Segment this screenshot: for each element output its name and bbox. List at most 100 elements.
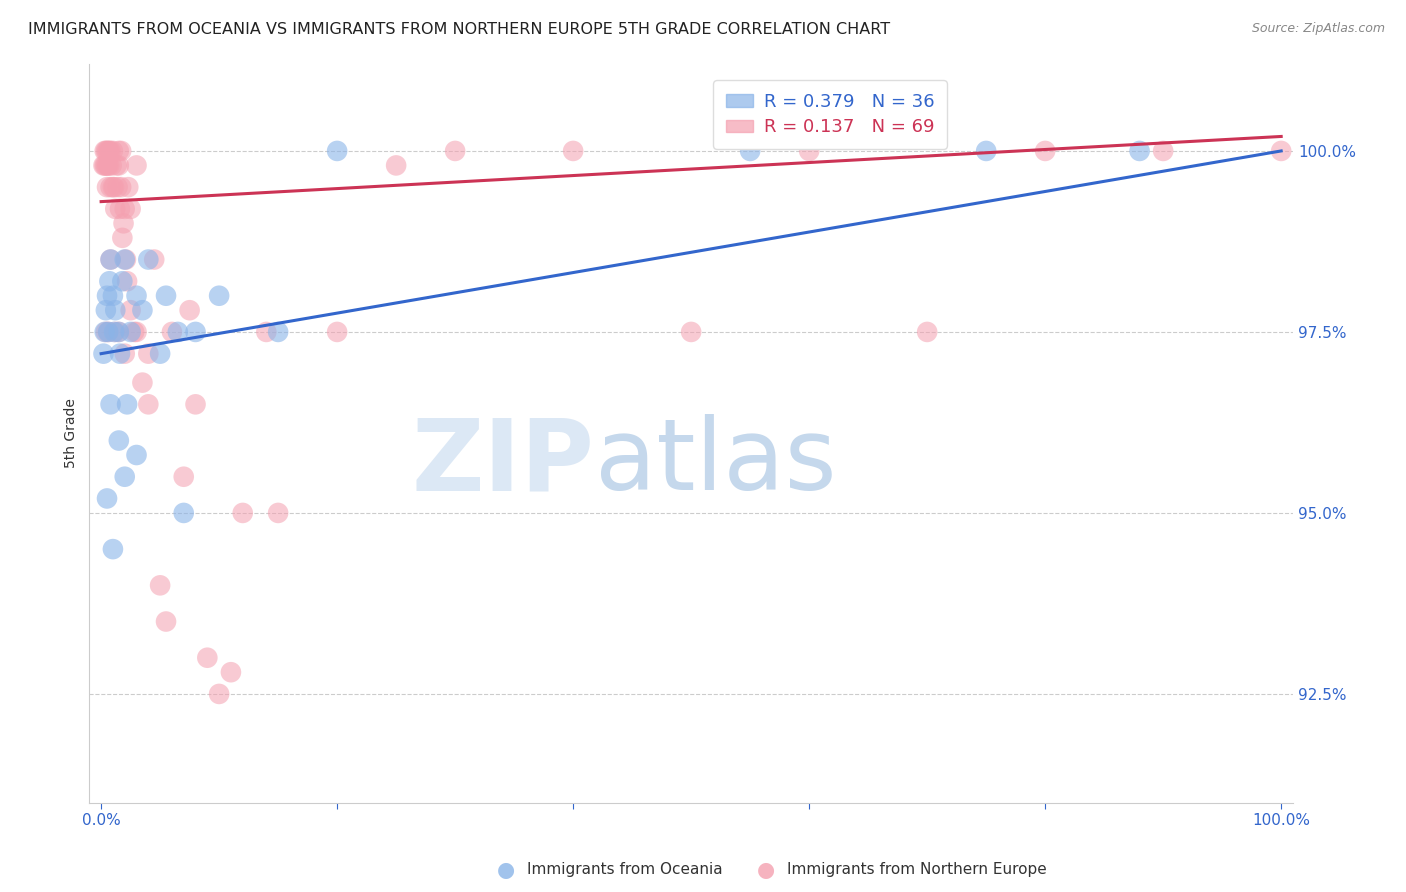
Point [136,397,159,411]
Point [326,325,349,339]
Point [101,542,124,557]
Text: Immigrants from Oceania: Immigrants from Oceania [527,863,723,877]
Text: IMMIGRANTS FROM OCEANIA VS IMMIGRANTS FROM NORTHERN EUROPE 5TH GRADE CORRELATION: IMMIGRANTS FROM OCEANIA VS IMMIGRANTS FR… [28,22,890,37]
Point [120,325,142,339]
Point [101,144,124,158]
Point [149,346,172,360]
Point [125,158,148,172]
Point [96,144,118,158]
Point [103,325,125,339]
Point [122,325,145,339]
Point [98,144,121,158]
Text: Immigrants from Northern Europe: Immigrants from Northern Europe [787,863,1047,877]
Point [120,202,142,216]
Point [108,158,131,172]
Point [740,144,762,158]
Point [125,289,148,303]
Point [93,325,115,339]
Point [267,325,290,339]
Point [93,158,115,172]
Point [94,303,117,318]
Point [108,325,131,339]
Point [98,274,121,288]
Text: Source: ZipAtlas.com: Source: ZipAtlas.com [1251,22,1385,36]
Point [100,252,122,267]
Point [103,180,125,194]
Point [108,325,131,339]
Point [96,158,118,172]
Point [166,325,188,339]
Point [111,274,134,288]
Point [915,325,938,339]
Point [96,289,118,303]
Point [100,252,122,267]
Point [1129,144,1152,158]
Point [100,180,122,194]
Point [115,252,138,267]
Point [98,158,121,172]
Point [120,303,142,318]
Point [93,158,115,172]
Point [108,202,131,216]
Point [114,469,136,483]
Point [108,346,131,360]
Point [104,303,127,318]
Point [125,325,148,339]
Point [208,687,231,701]
Point [125,448,148,462]
Point [96,180,118,194]
Point [97,144,120,158]
Point [100,144,122,158]
Point [326,144,349,158]
Point [254,325,277,339]
Point [115,397,138,411]
Point [974,144,997,158]
Point [97,158,120,172]
Point [97,325,120,339]
Point [799,144,821,158]
Point [94,325,117,339]
Point [104,325,127,339]
Point [267,506,290,520]
Point [108,434,131,448]
Point [93,144,115,158]
Point [117,180,139,194]
Point [1270,144,1292,158]
Legend: R = 0.379   N = 36, R = 0.137   N = 69: R = 0.379 N = 36, R = 0.137 N = 69 [713,80,946,149]
Point [101,180,124,194]
Point [108,144,131,158]
Point [94,158,117,172]
Y-axis label: 5th Grade: 5th Grade [65,399,79,468]
Point [111,231,134,245]
Text: atlas: atlas [595,414,837,511]
Point [114,202,136,216]
Text: ZIP: ZIP [412,414,595,511]
Point [219,665,242,680]
Point [562,144,585,158]
Point [681,325,703,339]
Point [96,491,118,506]
Point [208,289,231,303]
Point [104,202,127,216]
Point [232,506,254,520]
Point [1033,144,1056,158]
Point [444,144,467,158]
Point [100,397,122,411]
Point [160,325,183,339]
Point [107,180,129,194]
Point [131,303,153,318]
Point [173,469,195,483]
Point [114,252,136,267]
Point [94,144,117,158]
Point [179,303,201,318]
Point [155,615,177,629]
Text: ●: ● [758,860,775,880]
Point [155,289,177,303]
Point [195,650,218,665]
Point [110,144,132,158]
Point [110,180,132,194]
Point [173,506,195,520]
Point [114,346,136,360]
Point [112,216,135,230]
Point [1152,144,1174,158]
